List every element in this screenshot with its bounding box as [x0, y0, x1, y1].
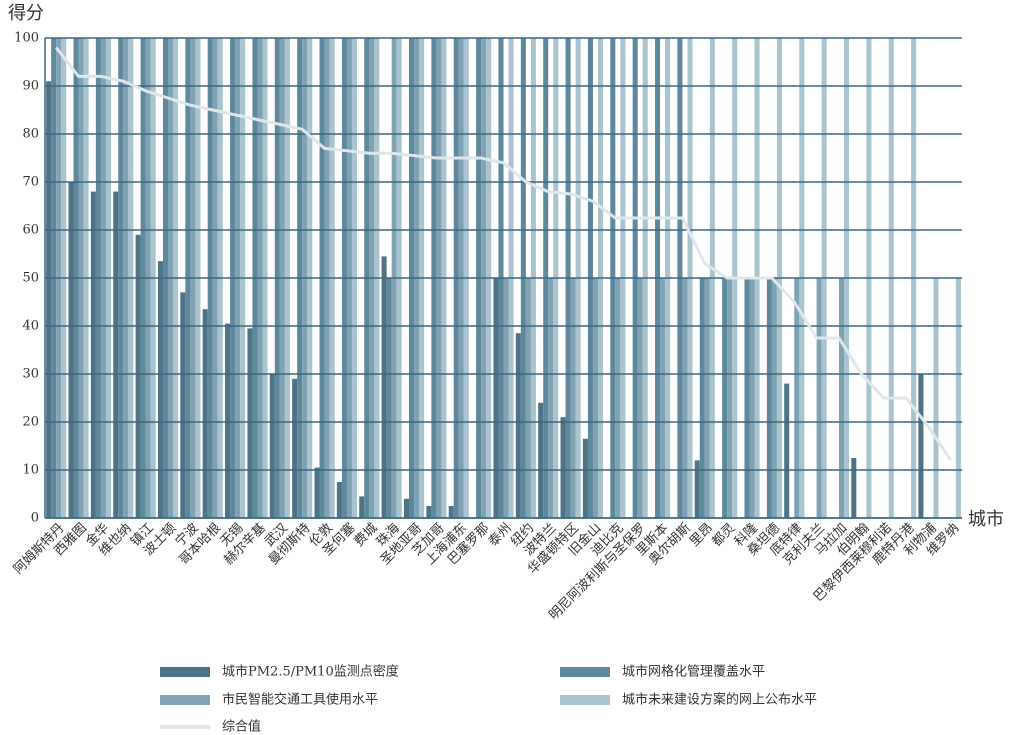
legend-swatch	[560, 667, 610, 677]
bar	[157, 261, 163, 518]
bar	[615, 278, 621, 518]
x-tick-label: 泰州	[486, 521, 515, 550]
y-tick-label: 10	[22, 463, 39, 478]
bar	[838, 278, 845, 518]
bar	[794, 278, 800, 518]
y-tick-label: 20	[22, 415, 39, 430]
bar	[538, 402, 544, 518]
bar	[637, 278, 643, 518]
bar	[448, 506, 454, 518]
y-tick-label: 80	[22, 127, 39, 142]
bar	[113, 191, 119, 518]
y-tick-label: 70	[22, 175, 39, 190]
bar	[292, 378, 298, 518]
y-tick-label: 30	[22, 367, 39, 382]
bar	[269, 374, 275, 518]
bar	[771, 278, 777, 518]
bar	[592, 278, 598, 518]
x-axis-title: 城市	[968, 509, 1004, 530]
y-axis-title: 得分	[8, 3, 44, 24]
bar	[503, 278, 509, 518]
y-tick-label: 40	[22, 319, 39, 334]
bar	[704, 278, 710, 518]
bar	[851, 458, 857, 518]
bar	[202, 309, 208, 518]
bar	[381, 256, 387, 518]
x-tick-label: 费城	[352, 521, 381, 550]
legend-label: 综合值	[222, 719, 261, 735]
line	[54, 46, 953, 462]
bar	[314, 467, 320, 518]
bar	[46, 81, 52, 518]
legend-swatch	[160, 667, 210, 677]
bar	[749, 278, 755, 518]
bar	[560, 417, 566, 518]
bar	[135, 234, 141, 519]
legend-swatch	[560, 695, 610, 705]
bar	[548, 278, 554, 518]
legend-swatch	[160, 695, 210, 705]
x-tick-label: 都灵	[709, 521, 738, 550]
bar	[816, 278, 822, 518]
bar	[582, 438, 588, 518]
bar	[918, 374, 924, 518]
legend-label: 城市PM2.5/PM10监测点密度	[222, 664, 399, 680]
bar	[68, 182, 74, 518]
bar	[180, 292, 186, 518]
bar	[525, 278, 531, 518]
bar	[386, 278, 392, 518]
bar	[359, 496, 365, 518]
bar	[766, 278, 772, 518]
bar	[426, 506, 432, 518]
bar	[660, 278, 666, 518]
bar	[493, 278, 499, 518]
y-tick-label: 0	[31, 511, 39, 526]
bar	[784, 383, 790, 518]
bar	[744, 278, 750, 518]
bar	[336, 482, 342, 518]
y-tick-label: 90	[22, 79, 39, 94]
bar	[955, 278, 961, 518]
y-tick-label: 100	[14, 31, 39, 46]
x-tick-label: 里昂	[687, 521, 716, 550]
legend-label: 城市网格化管理覆盖水平	[622, 664, 765, 680]
bar	[403, 498, 410, 518]
legend-label: 城市未来建设方案的网上公布水平	[622, 692, 817, 708]
bar	[694, 460, 700, 518]
bar	[570, 278, 576, 518]
bar	[515, 333, 521, 518]
bar	[247, 328, 253, 518]
bar	[933, 278, 939, 518]
bar	[225, 323, 231, 518]
bar	[722, 278, 728, 518]
bar	[727, 278, 733, 518]
bar	[699, 278, 705, 518]
legend-label: 市民智能交通工具使用水平	[222, 692, 378, 708]
bar	[682, 278, 688, 518]
bar	[90, 191, 96, 518]
y-tick-label: 50	[22, 271, 39, 286]
y-tick-label: 60	[22, 223, 39, 238]
